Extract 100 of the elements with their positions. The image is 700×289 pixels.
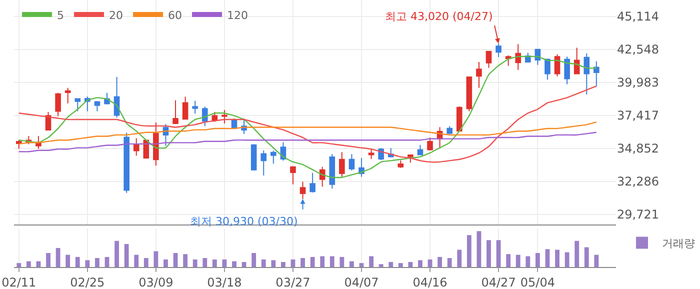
candlestick (270, 150, 276, 164)
bar (134, 254, 139, 267)
candlestick (574, 47, 580, 74)
bar (271, 260, 276, 267)
bar (388, 262, 394, 267)
candlestick (368, 148, 374, 160)
legend-label: 거래량 (662, 237, 695, 250)
bar (164, 259, 168, 267)
candlestick (124, 132, 130, 194)
x-tick-label: 03/18 (207, 275, 242, 289)
candlestick (202, 106, 208, 127)
candlestick (114, 76, 120, 118)
bar (222, 259, 227, 267)
candlestick (446, 126, 452, 135)
y-tick-label: 42,548 (617, 42, 659, 57)
bar (457, 250, 462, 267)
bar (85, 260, 90, 267)
bar (506, 254, 511, 267)
candlestick (310, 172, 316, 194)
x-tick-label: 04/16 (412, 275, 448, 289)
candlestick (554, 54, 560, 77)
bar (340, 256, 344, 267)
bar (75, 256, 80, 267)
bar (252, 253, 256, 267)
y-tick-label: 29,721 (617, 208, 659, 222)
candlestick (544, 58, 550, 80)
bar (516, 254, 520, 267)
candlestick (339, 152, 345, 178)
candlestick (564, 56, 570, 85)
annotation: 최고 43,020 (04/27) (385, 10, 493, 23)
candlestick (260, 150, 267, 176)
candlestick (74, 98, 81, 112)
bar (584, 247, 589, 267)
legend-label: 5 (57, 8, 64, 22)
candlestick (290, 166, 296, 185)
bar (310, 256, 315, 267)
bar (95, 258, 100, 267)
bar (56, 248, 60, 267)
candlestick (182, 96, 188, 120)
candlestick (94, 100, 100, 112)
bar (114, 240, 119, 267)
bar (418, 260, 422, 267)
line-series (18, 56, 598, 178)
bar (496, 240, 501, 267)
x-tick-label: 02/11 (2, 275, 36, 289)
candlestick (64, 87, 71, 104)
candlestick (192, 100, 198, 114)
legend-label: 60 (168, 8, 182, 22)
y-tick-label: 37,417 (617, 108, 659, 123)
candlestick (476, 61, 482, 88)
y-tick-label: 45,114 (617, 10, 659, 24)
x-tick-label: 04/07 (344, 275, 379, 289)
bar (173, 253, 178, 267)
bar (202, 258, 208, 267)
bar (300, 258, 305, 267)
candlestick (427, 137, 433, 151)
x-tick-label: 05/04 (520, 275, 555, 289)
bar (320, 256, 325, 267)
bar (46, 253, 50, 267)
bar (280, 262, 286, 267)
bar (242, 262, 246, 267)
legend-label: 20 (109, 8, 124, 22)
candlestick (515, 44, 522, 70)
bar (555, 250, 560, 267)
candlestick (398, 160, 404, 168)
bar (66, 254, 70, 267)
y-tick-label: 32,286 (617, 174, 659, 189)
bar (124, 244, 129, 267)
line-series (18, 132, 598, 152)
bar (16, 263, 22, 267)
bar (564, 252, 570, 267)
candlestick (417, 144, 424, 156)
candlestick (16, 139, 22, 150)
bar (192, 259, 198, 267)
bar (535, 253, 540, 267)
bar (594, 254, 599, 267)
bar (545, 249, 550, 267)
candlestick (250, 144, 257, 172)
x-tick-label: 03/09 (138, 275, 174, 289)
candlestick (153, 122, 159, 166)
bar (183, 254, 188, 267)
y-tick-label: 34,852 (617, 142, 659, 156)
bar (104, 256, 110, 267)
bar (378, 264, 384, 267)
bar (154, 251, 158, 267)
bar (574, 240, 580, 267)
bar (144, 258, 148, 267)
bar (526, 256, 530, 267)
bar (261, 259, 266, 267)
bar (428, 259, 432, 267)
bar (359, 263, 364, 267)
candlestick (466, 76, 472, 112)
candlestick (486, 50, 492, 68)
bar (476, 231, 482, 267)
candlestick (133, 138, 140, 156)
bar (26, 261, 31, 267)
line-series (18, 86, 598, 163)
candlestick (456, 106, 462, 132)
bar (408, 262, 413, 267)
y-tick-label: 39,983 (617, 76, 659, 90)
